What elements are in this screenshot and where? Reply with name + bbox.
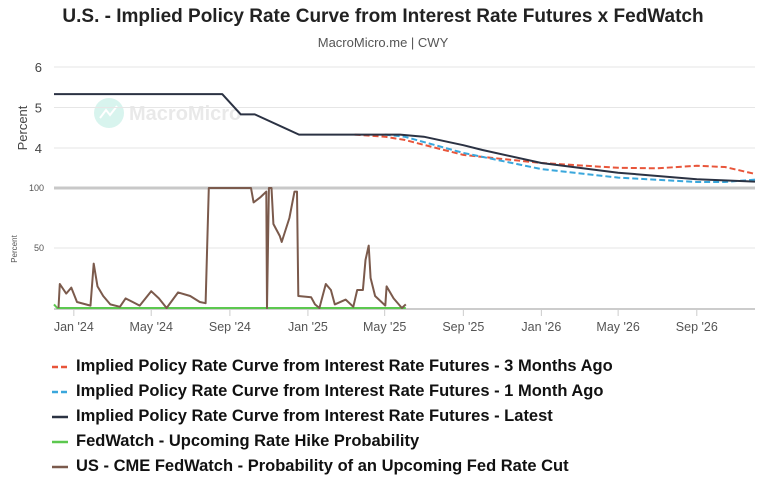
chart-subtitle: MacroMicro.me | CWY (317, 35, 449, 50)
bottom-y-axis-label: Percent (10, 234, 19, 262)
chart-area: MacroMicro 4 5 6 50 100 Jan '24 May '24 Sep '… (10, 60, 756, 334)
x-tick-label: May '24 (130, 320, 173, 334)
y-tick-label: 5 (35, 101, 42, 116)
legend-item-rate-cut[interactable]: US - CME FedWatch - Probability of an Up… (52, 454, 613, 479)
x-tick-label: Jan '26 (521, 320, 561, 334)
watermark-logo: MacroMicro (94, 98, 241, 128)
legend-item-rate-hike[interactable]: FedWatch - Upcoming Rate Hike Probabilit… (52, 429, 613, 454)
series-latest[interactable] (54, 93, 756, 183)
x-tick-label: Sep '24 (209, 320, 251, 334)
x-tick-label: Sep '25 (442, 320, 484, 334)
legend-item-3-months-ago[interactable]: Implied Policy Rate Curve from Interest … (52, 354, 613, 379)
series-1-month-ago[interactable] (384, 133, 756, 183)
legend-label: Implied Policy Rate Curve from Interest … (76, 382, 604, 400)
x-tick-label: Jan '25 (288, 320, 328, 334)
series-rate-cut-probability[interactable] (57, 187, 407, 309)
legend-label: Implied Policy Rate Curve from Interest … (76, 407, 553, 425)
series-rate-hike-probability[interactable] (53, 303, 406, 309)
x-tick-label: Jan '24 (54, 320, 94, 334)
y-tick-label: 50 (34, 243, 44, 253)
y-tick-label: 6 (35, 60, 42, 75)
x-tick-label: May '25 (363, 320, 406, 334)
legend-label: Implied Policy Rate Curve from Interest … (76, 357, 613, 375)
legend-label: US - CME FedWatch - Probability of an Up… (76, 457, 569, 475)
top-y-axis-label: Percent (15, 105, 30, 150)
series-3-months-ago[interactable] (354, 133, 756, 175)
legend-item-latest[interactable]: Implied Policy Rate Curve from Interest … (52, 404, 613, 429)
svg-text:MacroMicro: MacroMicro (129, 103, 241, 125)
y-tick-label: 100 (29, 183, 44, 193)
x-tick-label: May '26 (596, 320, 639, 334)
legend-item-1-month-ago[interactable]: Implied Policy Rate Curve from Interest … (52, 379, 613, 404)
legend-label: FedWatch - Upcoming Rate Hike Probabilit… (76, 432, 420, 450)
chart-title: U.S. - Implied Policy Rate Curve from In… (62, 6, 704, 27)
x-tick-label: Sep '26 (676, 320, 718, 334)
legend: Implied Policy Rate Curve from Interest … (52, 354, 613, 479)
y-tick-label: 4 (35, 141, 42, 156)
